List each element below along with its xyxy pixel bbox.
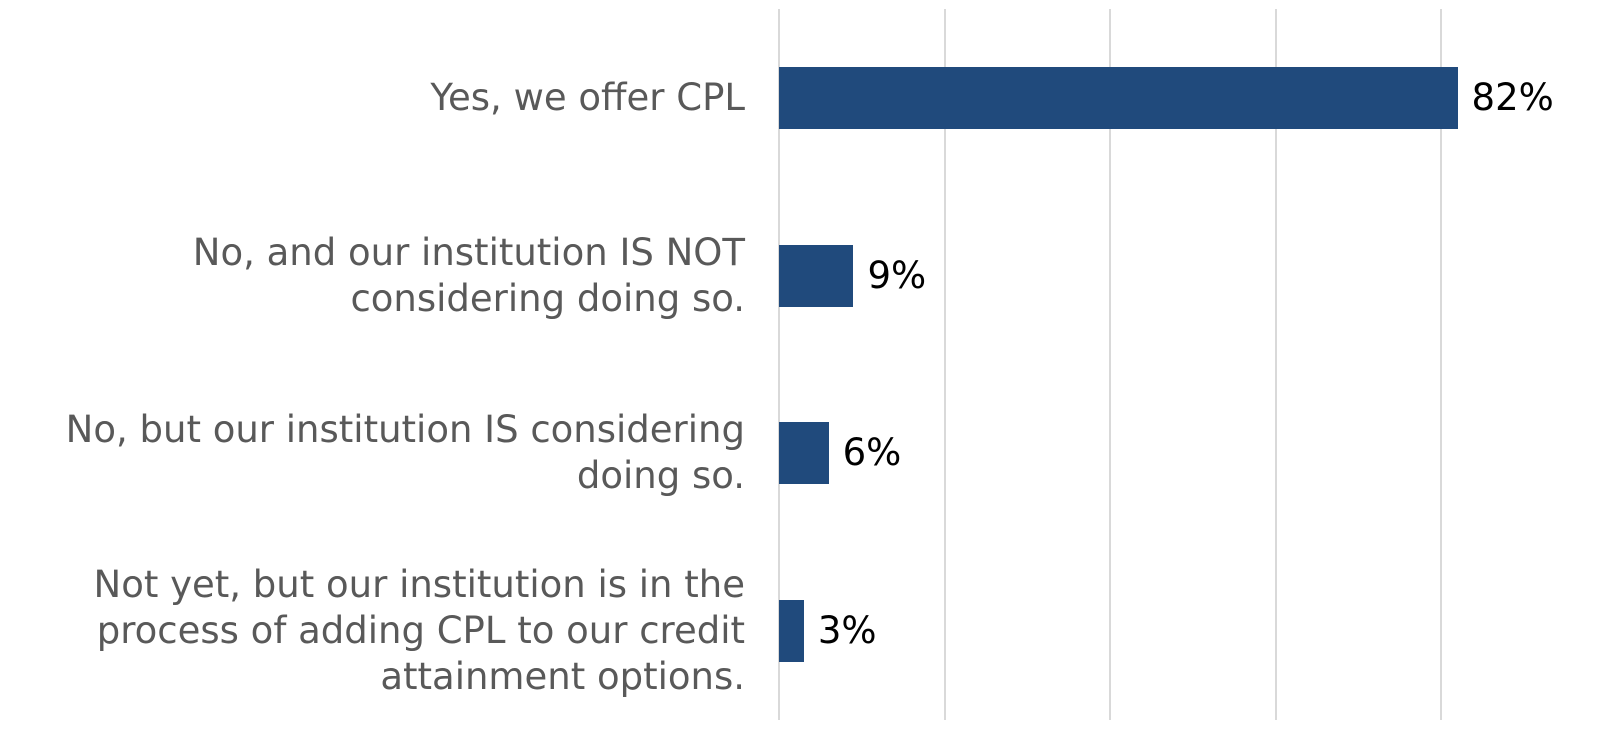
- bar: [779, 422, 829, 485]
- bar: [779, 66, 1458, 129]
- value-label: 3%: [817, 609, 877, 653]
- category-label: Yes, we offer CPL: [430, 75, 745, 119]
- value-label: 6%: [842, 431, 902, 475]
- grid-line: [1440, 9, 1442, 720]
- grid-line: [778, 9, 780, 720]
- category-label: No, and our institution IS NOT consideri…: [192, 230, 745, 320]
- grid-line: [943, 9, 946, 720]
- grid-line: [1109, 9, 1111, 720]
- value-label: 82%: [1471, 75, 1554, 119]
- grid-line: [1274, 9, 1277, 720]
- category-label: No, but our institution IS considering d…: [65, 408, 745, 498]
- bar: [779, 244, 854, 307]
- category-label: Not yet, but our institution is in the p…: [93, 563, 745, 699]
- value-label: 9%: [867, 253, 927, 297]
- bar: [779, 600, 804, 663]
